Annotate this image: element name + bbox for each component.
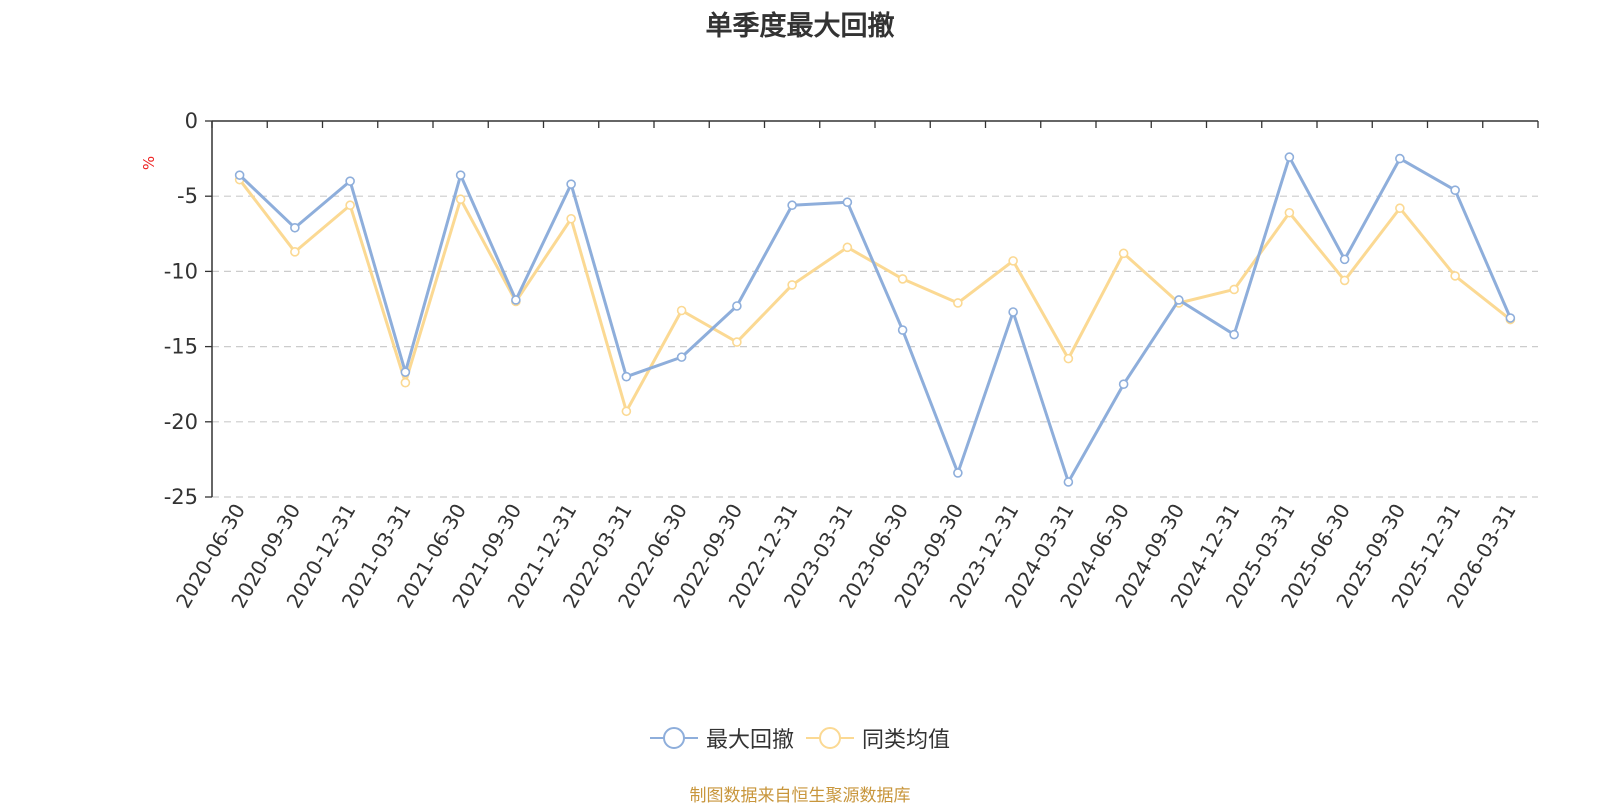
axes [205, 120, 1539, 498]
data-point[interactable] [787, 200, 797, 211]
source-note: 制图数据来自恒生聚源数据库 [689, 786, 911, 806]
y-tick-label: -5 [177, 184, 198, 208]
y-tick-label: -15 [164, 335, 198, 359]
y-tick-labels: 0 -5 -10 -15 -20 -25 [164, 109, 198, 509]
data-point[interactable] [842, 242, 853, 253]
data-point[interactable] [566, 179, 576, 189]
y-tick-label: 0 [185, 109, 198, 133]
y-tick-label: -20 [164, 410, 198, 434]
legend-item-series-2[interactable]: 同类均值 [806, 722, 950, 754]
data-point[interactable] [842, 197, 853, 208]
data-point[interactable] [1118, 248, 1129, 259]
legend-swatch-series-2 [806, 727, 854, 749]
data-point[interactable] [1339, 254, 1350, 265]
series-1 [234, 152, 1516, 487]
data-point[interactable] [1284, 207, 1295, 218]
x-tick-labels: 2020-06-302020-09-302020-12-312021-03-31… [171, 500, 1521, 613]
data-point[interactable] [1008, 256, 1018, 266]
data-point[interactable] [1450, 271, 1460, 281]
y-tick-label: -25 [164, 485, 198, 509]
series [234, 152, 1516, 487]
data-point[interactable] [1505, 313, 1516, 323]
data-point[interactable] [345, 176, 355, 186]
data-point[interactable] [566, 213, 576, 224]
legend-label-series-2: 同类均值 [862, 728, 951, 753]
legend: 最大回撤 同类均值 [0, 722, 1600, 754]
data-point[interactable] [953, 298, 963, 308]
data-point[interactable] [732, 337, 742, 347]
data-point[interactable] [455, 170, 466, 180]
data-point[interactable] [1174, 295, 1184, 305]
data-point[interactable] [1063, 353, 1074, 364]
y-axis-unit: % [140, 156, 158, 170]
y-tick-label: -10 [164, 259, 198, 283]
data-point[interactable] [621, 406, 632, 417]
data-point[interactable] [455, 194, 466, 205]
data-point[interactable] [897, 325, 908, 335]
data-point[interactable] [732, 301, 742, 311]
data-point[interactable] [400, 377, 411, 388]
legend-item-series-1[interactable]: 最大回撤 [649, 722, 794, 754]
series-line [238, 155, 1512, 484]
data-point[interactable] [1339, 275, 1350, 286]
data-point[interactable] [234, 170, 245, 180]
data-point[interactable] [1008, 307, 1018, 317]
data-point[interactable] [290, 222, 300, 233]
data-point[interactable] [1395, 153, 1405, 164]
data-point[interactable] [1450, 185, 1460, 195]
data-point[interactable] [1229, 284, 1239, 295]
data-point[interactable] [1118, 379, 1129, 390]
data-point[interactable] [621, 371, 632, 382]
data-point[interactable] [676, 305, 687, 316]
data-point[interactable] [1395, 203, 1405, 214]
grid-lines [212, 195, 1538, 498]
data-point[interactable] [511, 295, 521, 305]
data-point[interactable] [1229, 329, 1239, 340]
data-point[interactable] [953, 468, 963, 478]
data-point[interactable] [345, 200, 355, 211]
data-point[interactable] [897, 274, 908, 284]
data-point[interactable] [676, 352, 687, 362]
data-point[interactable] [1063, 477, 1074, 487]
data-point[interactable] [1284, 152, 1295, 162]
legend-swatch-series-1 [649, 727, 698, 749]
chart-title: 单季度最大回撤 [705, 11, 895, 42]
data-point[interactable] [290, 247, 300, 257]
data-point[interactable] [787, 280, 797, 290]
data-point[interactable] [400, 367, 411, 377]
legend-label-series-1: 最大回撤 [705, 728, 794, 753]
